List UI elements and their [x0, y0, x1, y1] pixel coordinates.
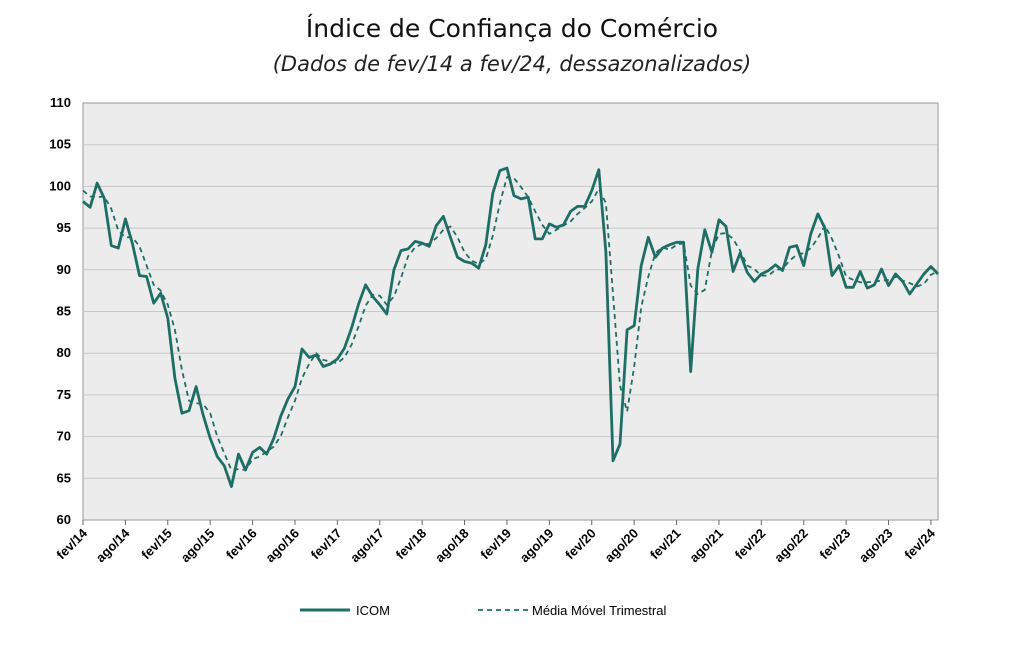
y-tick-label: 60 — [57, 512, 71, 527]
y-tick-label: 75 — [57, 387, 71, 402]
x-tick-label: fev/24 — [901, 525, 938, 562]
y-tick-label: 70 — [57, 429, 71, 444]
y-tick-label: 100 — [49, 178, 71, 193]
x-tick-label: ago/14 — [93, 525, 133, 565]
series-line-media-movel — [82, 176, 939, 471]
y-tick-label: 110 — [50, 95, 71, 110]
x-tick-label: fev/17 — [308, 526, 345, 563]
x-tick-label: fev/16 — [223, 526, 260, 563]
x-tick-label: fev/14 — [53, 525, 90, 562]
legend-label-media-movel: Média Móvel Trimestral — [532, 603, 666, 618]
x-tick-label: fev/21 — [647, 526, 684, 563]
x-tick-label: ago/16 — [262, 526, 302, 566]
x-tick-label: fev/18 — [393, 526, 430, 563]
chart-subtitle: (Dados de fev/14 a fev/24, dessazonaliza… — [272, 52, 752, 76]
y-tick-label: 65 — [57, 470, 71, 485]
y-axis-ticks: 60 65 70 75 80 85 90 95 100 105 110 — [49, 95, 71, 527]
legend-label-icom: ICOM — [356, 603, 390, 618]
x-tick-label: ago/19 — [517, 526, 557, 566]
series-group — [82, 166, 940, 489]
y-tick-label: 90 — [57, 262, 71, 277]
x-tick-label: ago/20 — [602, 526, 642, 566]
x-axis-ticks: fev/14 ago/14 fev/15 ago/15 fev/16 ago/16 fev/… — [53, 519, 939, 566]
series-line-icom — [82, 166, 940, 489]
x-tick-label: fev/15 — [138, 526, 175, 563]
y-tick-label: 95 — [57, 220, 71, 235]
x-tick-label: ago/22 — [771, 526, 811, 566]
x-tick-label: ago/15 — [178, 526, 218, 566]
legend: ICOM Média Móvel Trimestral — [300, 603, 666, 618]
x-tick-label: fev/23 — [817, 526, 854, 563]
x-tick-label: fev/22 — [732, 526, 769, 563]
y-tick-label: 85 — [57, 304, 71, 319]
x-tick-label: ago/18 — [432, 526, 472, 566]
y-tick-label: 80 — [57, 345, 71, 360]
y-tick-label: 105 — [49, 137, 71, 152]
x-tick-label: ago/17 — [347, 526, 387, 566]
x-tick-label: fev/20 — [562, 526, 599, 563]
x-tick-label: fev/19 — [477, 526, 514, 563]
x-tick-label: ago/21 — [686, 526, 726, 566]
x-tick-label: ago/23 — [856, 526, 896, 566]
chart-title: Índice de Confiança do Comércio — [305, 14, 719, 43]
gridlines — [83, 144, 938, 479]
